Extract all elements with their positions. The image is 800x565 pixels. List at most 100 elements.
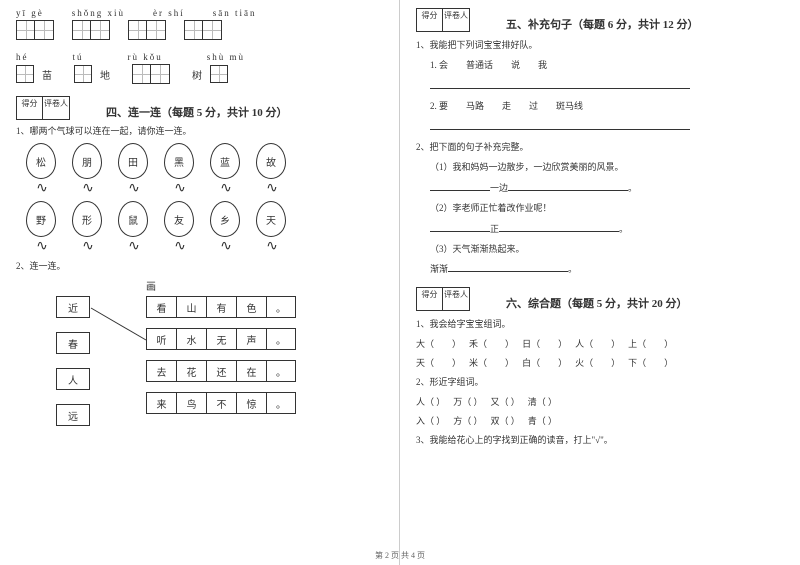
word-group-row-2: 天（ ） 米（ ） 白（ ） 火（ ） 下（ ） xyxy=(416,356,784,369)
grid-row-1 xyxy=(16,20,383,40)
grid-row-2: 苗 地 树 xyxy=(16,64,383,84)
word-item: 禾（ ） xyxy=(469,337,514,350)
char: 树 xyxy=(192,67,202,82)
word-group-row-1: 大（ ） 禾（ ） 日（ ） 人（ ） 上（ ） xyxy=(416,337,784,350)
right-column: 得分 评卷人 五、补充句子（每题 6 分，共计 12 分） 1、我能把下列词宝宝… xyxy=(400,0,800,565)
poem-row: 听水无声。 xyxy=(146,328,296,350)
score-cell: 得分 xyxy=(417,9,443,31)
pinyin: sān tiān xyxy=(213,8,257,18)
match-item: 近 xyxy=(56,296,90,318)
word-item: 米（ ） xyxy=(469,356,514,369)
poem-matching-area: 画 近 春 人 远 看山有色。 听水无声。 去花还在。 来鸟不惊。 xyxy=(16,278,383,458)
pinyin: yī gè xyxy=(16,8,44,18)
match-item: 春 xyxy=(56,332,90,354)
q5-1-text: 1、我能把下列词宝宝排好队。 xyxy=(416,38,784,52)
match-left-items: 近 春 人 远 xyxy=(56,296,90,426)
word-item: 大（ ） xyxy=(416,337,461,350)
q5-2-3-blank: 渐渐。 xyxy=(416,262,784,276)
left-column: yī gè shǒng xiù èr shí sān tiān hé tú rù… xyxy=(0,0,400,565)
q5-2-1: （1）我和妈妈一边散步，一边欣赏美丽的风景。 xyxy=(416,160,784,174)
poem-row: 来鸟不惊。 xyxy=(146,392,296,414)
section-5-title: 五、补充句子（每题 6 分，共计 12 分） xyxy=(506,16,699,32)
score-table: 得分 评卷人 xyxy=(16,96,70,120)
score-cell: 得分 xyxy=(417,288,443,310)
section-6-title: 六、综合题（每题 5 分，共计 20 分） xyxy=(506,295,688,311)
q5-1-words-1: 1. 会 普通话 说 我 xyxy=(416,58,784,72)
question-2-text: 2、连一连。 xyxy=(16,259,383,272)
writing-cell xyxy=(210,65,228,83)
q6-2-text: 2、形近字组词。 xyxy=(416,375,784,389)
grader-cell: 评卷人 xyxy=(43,97,69,119)
q5-2-2: （2）李老师正忙着改作业呢！ xyxy=(416,201,784,215)
pinyin-row-1: yī gè shǒng xiù èr shí sān tiān xyxy=(16,8,383,18)
score-table: 得分 评卷人 xyxy=(416,8,470,32)
char-pair: 又（ ） xyxy=(491,395,520,408)
poem-row: 去花还在。 xyxy=(146,360,296,382)
balloon: 乡 xyxy=(210,201,240,237)
writing-grid xyxy=(184,20,222,40)
char-pair: 人（ ） xyxy=(416,395,445,408)
balloon-row-bottom: 野 形 鼠 友 乡 天 xyxy=(16,201,383,237)
poem-row: 看山有色。 xyxy=(146,296,296,318)
page-footer: 第 2 页 共 4 页 xyxy=(0,550,800,561)
poem-title: 画 xyxy=(146,278,156,293)
balloon: 天 xyxy=(256,201,286,237)
q6-3-text: 3、我能给花心上的字找到正确的读音，打上"√"。 xyxy=(416,433,784,447)
pinyin: hé xyxy=(16,52,29,62)
match-item: 远 xyxy=(56,404,90,426)
question-1-text: 1、哪两个气球可以连在一起，请你连一连。 xyxy=(16,124,383,137)
score-box: 得分 评卷人 五、补充句子（每题 6 分，共计 12 分） xyxy=(416,8,784,32)
word-item: 人（ ） xyxy=(575,337,620,350)
balloon: 友 xyxy=(164,201,194,237)
q5-1-words-2: 2. 要 马路 走 过 斑马线 xyxy=(416,99,784,113)
balloon: 朋 xyxy=(72,143,102,179)
writing-cell xyxy=(74,65,92,83)
score-box: 得分 评卷人 四、连一连（每题 5 分，共计 10 分） xyxy=(16,96,383,120)
pinyin: shù mù xyxy=(207,52,245,62)
balloon-row-top: 松 朋 田 黑 蓝 故 xyxy=(16,143,383,179)
similar-chars-row-1: 人（ ） 万（ ） 又（ ） 清（ ） xyxy=(416,395,784,408)
q5-2-2-blank: 正。 xyxy=(416,222,784,236)
char-pair: 双（ ） xyxy=(491,414,520,427)
char-pair: 青（ ） xyxy=(528,414,557,427)
q5-2-text: 2、把下面的句子补充完整。 xyxy=(416,140,784,154)
writing-grid xyxy=(128,20,166,40)
char-pair: 清（ ） xyxy=(528,395,557,408)
char: 地 xyxy=(100,67,110,82)
poem-grid: 看山有色。 听水无声。 去花还在。 来鸟不惊。 xyxy=(146,296,296,414)
writing-cell xyxy=(16,65,34,83)
q5-2-1-blank: 一边。 xyxy=(416,181,784,195)
word-item: 白（ ） xyxy=(522,356,567,369)
grader-cell: 评卷人 xyxy=(443,288,469,310)
word-item: 日（ ） xyxy=(522,337,567,350)
word-item: 天（ ） xyxy=(416,356,461,369)
pinyin-row-2: hé tú rù kǒu shù mù xyxy=(16,52,383,62)
score-table: 得分 评卷人 xyxy=(416,287,470,311)
pinyin: tú xyxy=(73,52,84,62)
pinyin: rù kǒu xyxy=(128,52,163,62)
q6-1-text: 1、我会给字宝宝组词。 xyxy=(416,317,784,331)
balloon: 形 xyxy=(72,201,102,237)
char-pair: 万（ ） xyxy=(453,395,482,408)
q5-2-3: （3）天气渐渐热起来。 xyxy=(416,242,784,256)
balloon: 田 xyxy=(118,143,148,179)
word-item: 下（ ） xyxy=(628,356,673,369)
balloon-tails: ∿∿∿∿∿∿ xyxy=(16,243,383,251)
char: 苗 xyxy=(42,67,52,82)
balloon: 鼠 xyxy=(118,201,148,237)
writing-grid xyxy=(72,20,110,40)
balloon: 黑 xyxy=(164,143,194,179)
balloon: 松 xyxy=(26,143,56,179)
balloon: 野 xyxy=(26,201,56,237)
char-pair: 方（ ） xyxy=(453,414,482,427)
balloon: 故 xyxy=(256,143,286,179)
pinyin: shǒng xiù xyxy=(72,8,125,18)
similar-chars-row-2: 入（ ） 方（ ） 双（ ） 青（ ） xyxy=(416,414,784,427)
word-item: 上（ ） xyxy=(628,337,673,350)
section-4-title: 四、连一连（每题 5 分，共计 10 分） xyxy=(106,104,288,120)
balloon-tails: ∿∿∿∿∿∿ xyxy=(16,185,383,193)
word-item: 火（ ） xyxy=(575,356,620,369)
pinyin: èr shí xyxy=(153,8,185,18)
answer-blank xyxy=(416,79,784,93)
balloon: 蓝 xyxy=(210,143,240,179)
